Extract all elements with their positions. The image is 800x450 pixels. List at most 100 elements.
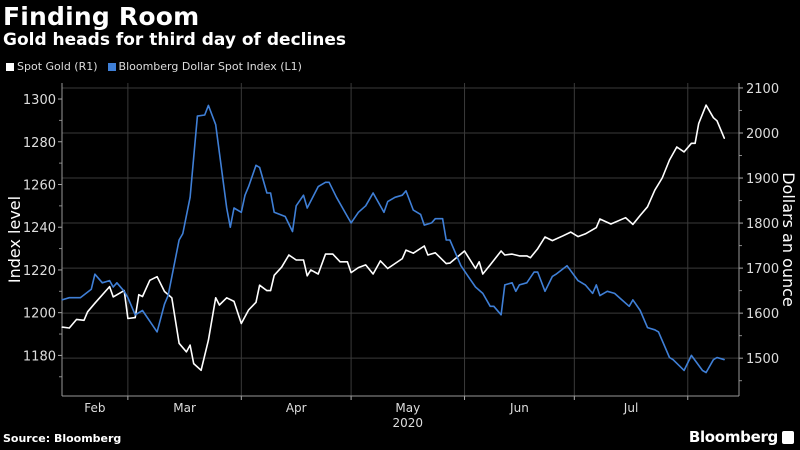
data-point-dollar-index: [68, 297, 70, 299]
right-axis-tick-label: 1600: [746, 307, 779, 322]
series-line-spot-gold: [61, 104, 726, 372]
data-point-spot-gold: [723, 137, 725, 139]
data-point-dollar-index: [346, 215, 349, 218]
data-point-dollar-index: [394, 196, 396, 198]
data-point-dollar-index: [284, 215, 286, 218]
right-axis-tick-label: 1800: [746, 217, 779, 232]
data-point-dollar-index: [90, 288, 92, 290]
left-axis-tick-label: 1240: [23, 221, 56, 236]
data-point-spot-gold: [350, 272, 352, 274]
data-point-dollar-index: [189, 196, 191, 198]
data-point-spot-gold: [683, 151, 685, 153]
data-point-dollar-index: [646, 327, 649, 329]
data-point-spot-gold: [112, 296, 114, 298]
data-point-dollar-index: [269, 192, 272, 194]
left-axis-tick-label: 1280: [23, 136, 56, 151]
data-point-spot-gold: [266, 290, 268, 292]
data-point-spot-gold: [661, 177, 663, 179]
data-point-spot-gold: [427, 254, 429, 256]
data-point-dollar-index: [577, 280, 579, 282]
data-point-dollar-index: [306, 207, 308, 209]
data-point-dollar-index: [595, 284, 597, 286]
data-point-spot-gold: [295, 259, 297, 261]
data-point-dollar-index: [112, 286, 114, 288]
left-axis-tick-label: 1300: [23, 93, 56, 108]
data-point-dollar-index: [639, 309, 641, 312]
data-point-spot-gold: [280, 266, 283, 268]
legend-swatch-gold: [6, 62, 14, 71]
left-axis-tick-label: 1180: [23, 349, 56, 364]
data-point-dollar-index: [526, 282, 528, 284]
x-axis-tick-label: Jul: [623, 401, 638, 415]
data-point-spot-gold: [482, 273, 484, 275]
data-point-dollar-index: [606, 290, 608, 292]
data-point-spot-gold: [624, 217, 627, 219]
data-point-spot-gold: [61, 326, 63, 328]
data-point-dollar-index: [229, 226, 231, 228]
data-point-spot-gold: [434, 252, 436, 254]
data-point-spot-gold: [127, 317, 129, 320]
data-point-dollar-index: [518, 284, 521, 286]
data-point-dollar-index: [632, 299, 634, 301]
data-point-dollar-index: [467, 275, 469, 277]
data-point-dollar-index: [141, 309, 144, 312]
data-point-spot-gold: [324, 253, 327, 255]
data-point-spot-gold: [599, 218, 601, 220]
data-point-dollar-index: [156, 331, 158, 333]
data-point-dollar-index: [482, 292, 484, 295]
data-point-spot-gold: [639, 214, 641, 217]
data-point-dollar-index: [434, 218, 436, 220]
data-point-dollar-index: [405, 190, 407, 192]
data-point-dollar-index: [672, 359, 674, 361]
data-point-spot-gold: [529, 257, 532, 259]
data-point-dollar-index: [668, 356, 671, 359]
data-point-spot-gold: [474, 267, 477, 270]
data-point-dollar-index: [255, 164, 257, 166]
data-point-dollar-index: [123, 290, 125, 292]
data-point-spot-gold: [537, 248, 539, 250]
data-point-dollar-index: [460, 265, 462, 267]
data-point-spot-gold: [218, 304, 220, 306]
data-point-spot-gold: [339, 261, 341, 263]
left-axis-label: Index level: [5, 196, 24, 283]
data-point-spot-gold: [200, 369, 202, 371]
data-point-spot-gold: [108, 285, 111, 288]
data-point-dollar-index: [515, 290, 517, 292]
right-axis-tick-label: 2100: [746, 82, 779, 97]
data-point-spot-gold: [226, 297, 228, 299]
data-point-spot-gold: [149, 279, 151, 281]
data-point-spot-gold: [694, 142, 696, 144]
data-point-dollar-index: [94, 273, 96, 275]
data-point-dollar-index: [551, 275, 553, 277]
data-point-dollar-index: [387, 200, 389, 203]
data-point-dollar-index: [401, 194, 403, 196]
data-point-spot-gold: [310, 269, 312, 271]
data-point-spot-gold: [712, 117, 714, 119]
data-point-dollar-index: [233, 207, 235, 209]
chart-title: Finding Room: [3, 2, 200, 31]
data-point-dollar-index: [701, 369, 704, 371]
data-point-dollar-index: [423, 224, 425, 226]
right-axis-tick-label: 2000: [746, 127, 779, 142]
data-point-dollar-index: [372, 192, 374, 194]
data-point-spot-gold: [156, 276, 158, 278]
data-point-dollar-index: [101, 282, 103, 284]
data-point-dollar-index: [240, 211, 242, 213]
data-point-spot-gold: [412, 252, 414, 254]
data-point-dollar-index: [244, 194, 246, 196]
data-point-spot-gold: [379, 260, 381, 262]
data-point-spot-gold: [449, 262, 451, 264]
x-axis-tick-label: Feb: [84, 401, 105, 415]
legend-swatch-dollar-index: [107, 62, 116, 71]
legend: Spot Gold (R1) Bloomberg Dollar Spot Ind…: [6, 60, 302, 73]
data-point-dollar-index: [431, 222, 433, 224]
legend-item-dollar-index: Bloomberg Dollar Spot Index (L1): [107, 60, 302, 73]
data-point-spot-gold: [690, 142, 693, 144]
data-point-dollar-index: [474, 286, 477, 288]
data-point-dollar-index: [657, 331, 660, 333]
data-point-dollar-index: [690, 354, 693, 357]
data-point-spot-gold: [141, 295, 144, 298]
data-point-spot-gold: [302, 259, 305, 261]
data-point-dollar-index: [335, 196, 338, 198]
data-point-spot-gold: [526, 255, 528, 257]
